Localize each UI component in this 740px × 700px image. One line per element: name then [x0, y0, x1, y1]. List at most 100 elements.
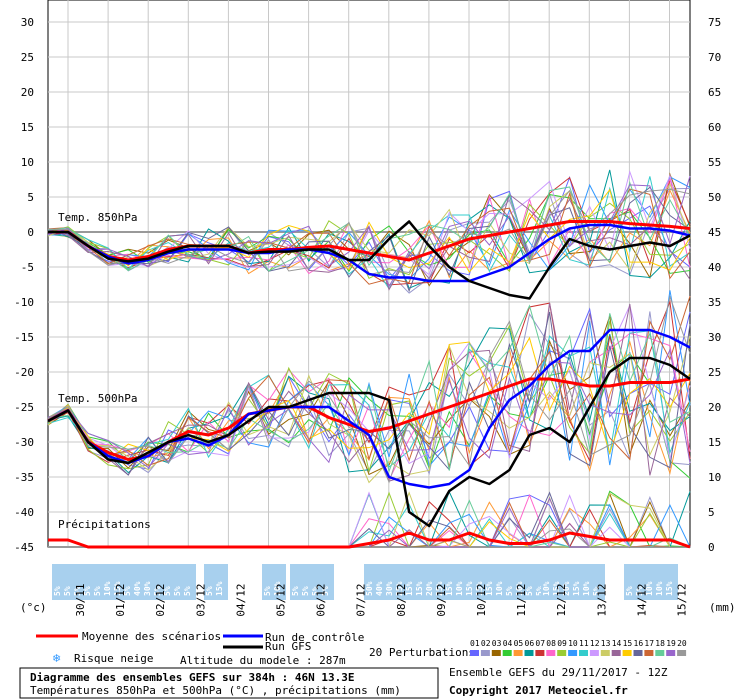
snow-risk-percent: 40% — [133, 581, 142, 596]
right-unit-label: (mm) — [709, 601, 736, 614]
perturbation-number: 16 — [634, 639, 644, 648]
run-info: Ensemble GEFS du 29/11/2017 - 12Z — [449, 666, 668, 679]
perturbation-swatch — [666, 650, 676, 656]
date-tick-label: 02/12 — [154, 583, 167, 616]
main-series-lines — [47, 220, 691, 549]
perturbation-line-t500 — [47, 348, 691, 469]
perturbation-swatch — [633, 650, 643, 656]
perturbation-number: 07 — [535, 639, 545, 648]
series-line-precip — [48, 531, 691, 549]
snow-risk-percent: 25% — [435, 581, 444, 596]
snow-risk-percent: 50% — [365, 581, 374, 596]
date-tick-label: 11/12 — [515, 583, 528, 616]
snow-risk-percent: 5% — [183, 586, 192, 596]
snow-risk-box: 5% 5% 5% 5% 5% 10% 15% 5% 40% 30% 5% 5% 5% 5% — [52, 564, 196, 600]
snow-risk-percent: 5% — [592, 586, 601, 596]
left-axis-ticks: 30 25 20 15 10 5 0 -5 -10 -15 -20 -25 -30 -35 -40 -45 — [14, 16, 34, 554]
perturbation-number: 12 — [590, 639, 600, 648]
snow-risk-percent: 5% — [173, 586, 182, 596]
perturbation-number: 13 — [601, 639, 611, 648]
perturbation-legend: 01 02 03 04 05 06 07 08 09 10 11 12 13 14 15 16 17 18 19 20 — [470, 639, 687, 656]
legend-altitude-label: Altitude du modele : 287m — [180, 654, 346, 667]
perturbation-swatch — [502, 650, 512, 656]
series-line-t850 — [48, 223, 691, 283]
snow-risk-percent: 5% — [301, 586, 310, 596]
perturbation-number: 08 — [546, 639, 556, 648]
date-tick-label: 09/12 — [435, 583, 448, 616]
snow-box-bg — [262, 564, 286, 600]
snow-risk-percent: 30% — [385, 581, 394, 596]
snow-risk-percent: 15% — [405, 581, 414, 596]
legend: Moyenne des scénarios Run de contrôle Ru… — [36, 630, 687, 667]
panel-labels: Temp. 850hPa Temp. 500hPa Précipitations — [58, 211, 151, 531]
date-axis: 30/11 01/12 02/12 03/12 04/12 05/12 06/12 07/12… — [74, 583, 689, 616]
perturbation-line-t850 — [47, 176, 691, 280]
snow-risk-percent: 40% — [375, 581, 384, 596]
date-tick-label: 10/12 — [475, 583, 488, 616]
label-t850: Temp. 850hPa — [58, 211, 137, 224]
snow-risk-percent: 20% — [562, 581, 571, 596]
series-line-t850 — [48, 220, 691, 300]
perturbation-number: 15 — [623, 639, 633, 648]
right-tick-label: 30 — [708, 331, 721, 344]
perturbation-swatch — [655, 650, 665, 656]
snow-risk-percent: 20% — [425, 581, 434, 596]
perturbation-number: 05 — [514, 639, 524, 648]
snowflake-icon: ❄ — [52, 652, 61, 665]
snow-risk-percent: 15% — [215, 581, 224, 596]
snow-risk-percent: 15% — [475, 581, 484, 596]
left-tick-label: -30 — [14, 436, 34, 449]
left-unit-label: (°c) — [20, 601, 47, 614]
perturbation-swatch — [677, 650, 687, 656]
perturbation-number: 03 — [492, 639, 502, 648]
date-tick-label: 13/12 — [595, 583, 608, 616]
perturbation-swatch — [579, 650, 588, 656]
right-tick-label: 25 — [708, 366, 721, 379]
perturbation-number: 10 — [568, 639, 578, 648]
snow-risk-percent: 10% — [542, 581, 551, 596]
snow-risk-percent: 5% — [93, 586, 102, 596]
series-line-t500 — [47, 356, 691, 528]
left-tick-label: 15 — [21, 121, 34, 134]
date-tick-label: 04/12 — [234, 583, 247, 616]
perturbation-line-t850 — [47, 183, 691, 272]
snow-risk-box: 5% 5% 5% 5% — [290, 564, 334, 600]
perturbation-number: 04 — [503, 639, 513, 648]
left-tick-label: -25 — [14, 401, 34, 414]
right-tick-label: 55 — [708, 156, 721, 169]
date-tick-label: 05/12 — [275, 583, 288, 616]
left-tick-label: -10 — [14, 296, 34, 309]
snow-risk-box: 5% 5% 10% 10% 15% — [624, 564, 678, 600]
snow-risk-percent: 10% — [103, 581, 112, 596]
snow-box-bg — [52, 564, 196, 600]
legend-gfs-label: Run GFS — [265, 640, 311, 653]
right-tick-label: 15 — [708, 436, 721, 449]
left-tick-label: -45 — [14, 541, 34, 554]
left-tick-label: -5 — [21, 261, 34, 274]
perturbation-number: 09 — [557, 639, 567, 648]
perturbation-swatch — [546, 650, 556, 656]
snow-risk-percent: 10% — [582, 581, 591, 596]
snow-risk-percent: 5% — [163, 586, 172, 596]
snow-risk-percent: 15% — [552, 581, 561, 596]
series-line-t500 — [47, 328, 691, 489]
right-tick-label: 10 — [708, 471, 721, 484]
perturbation-number: 06 — [525, 639, 535, 648]
perturbation-swatch — [480, 650, 490, 656]
chart-subtitle: Températures 850hPa et 500hPa (°C) , pré… — [30, 684, 401, 697]
perturbation-line-t850 — [47, 181, 691, 272]
right-tick-label: 50 — [708, 191, 721, 204]
date-tick-label: 07/12 — [355, 583, 368, 616]
right-tick-label: 5 — [708, 506, 715, 519]
title-box — [19, 667, 439, 699]
snow-risk-percent: 15% — [485, 581, 494, 596]
label-precip: Précipitations — [58, 518, 151, 531]
snow-risk-percent: 15% — [665, 581, 674, 596]
snow-risk-boxes: 5% 5% 5% 5% 5% 10% 15% 5% 40% 30% 5% 5% 5% 5% 5% 15% 5% 1… — [52, 564, 678, 600]
snow-risk-percent: 5% — [311, 586, 320, 596]
snow-risk-percent: 5% — [321, 586, 330, 596]
perturbation-number: 11 — [579, 639, 589, 648]
perturbation-line-t850 — [47, 172, 691, 287]
legend-snow-label: Risque neige — [74, 652, 153, 665]
legend-perturbations-label: 20 Perturbations — [369, 646, 475, 659]
